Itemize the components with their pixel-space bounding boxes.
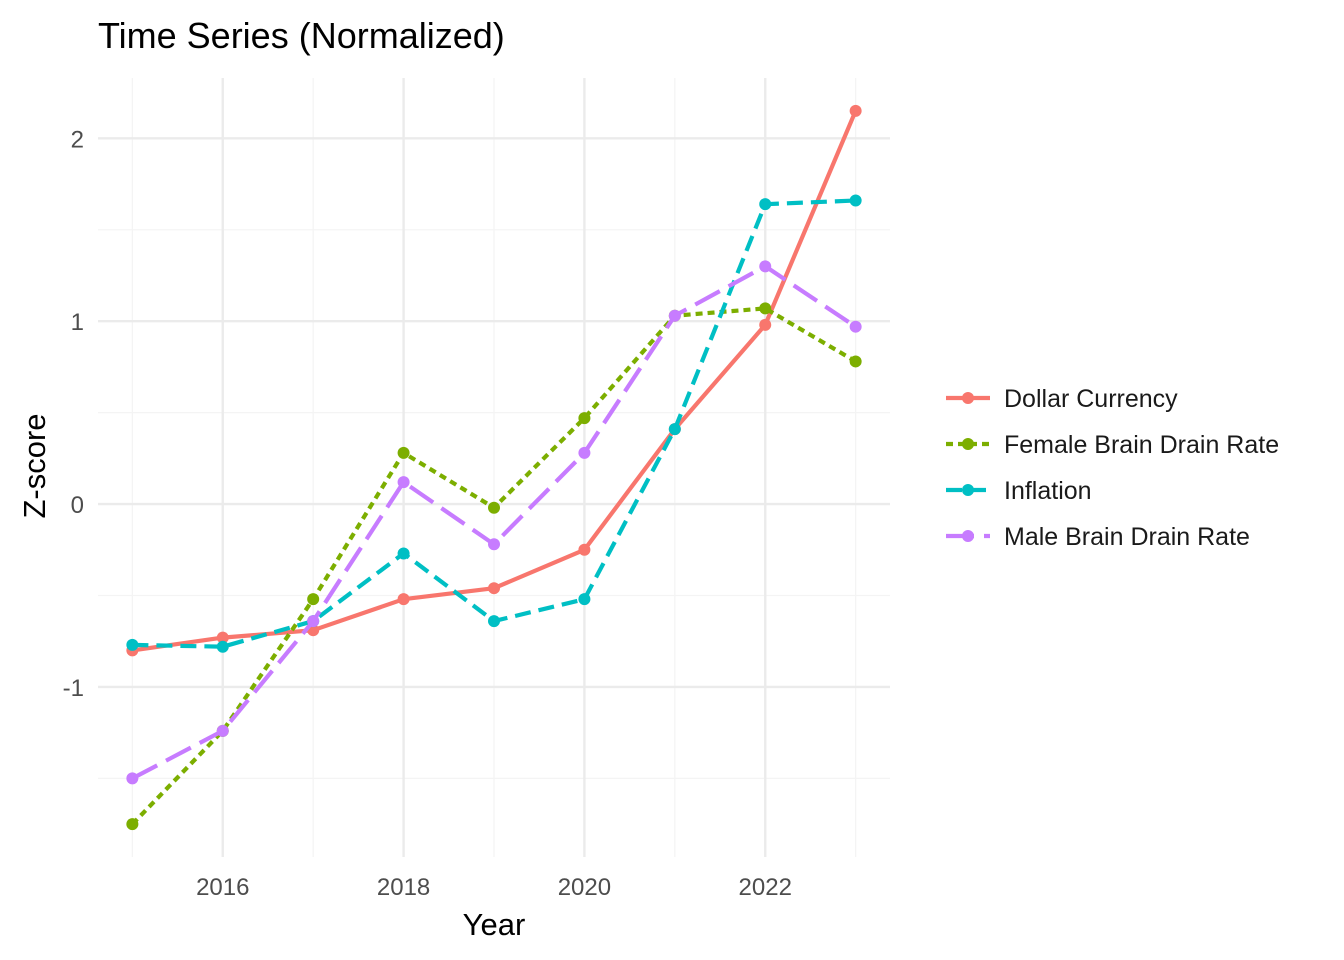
female-brain-drain-rate-point	[849, 355, 862, 368]
female-brain-drain-rate-point	[126, 818, 139, 831]
inflation-point	[397, 547, 410, 560]
dollar-currency-point	[488, 582, 500, 595]
inflation-point	[668, 423, 681, 436]
y-tick-label: -1	[63, 675, 84, 702]
male-brain-drain-rate-point	[307, 615, 320, 628]
x-axis-tick-labels: 2016 2018 2020 2022	[196, 874, 792, 901]
inflation-point	[759, 198, 772, 211]
x-tick-label: 2016	[196, 874, 249, 901]
female-brain-drain-rate-point	[578, 412, 591, 425]
x-tick-label: 2020	[558, 874, 611, 901]
inflation-point	[488, 615, 500, 628]
series-male-brain-drain-rate	[126, 260, 862, 785]
male-brain-drain-rate-point	[126, 772, 139, 785]
dollar-currency-point	[578, 543, 591, 556]
legend-label: Inflation	[1004, 477, 1092, 505]
chart-title: Time Series (Normalized)	[98, 15, 505, 56]
female-brain-drain-rate-point	[488, 501, 500, 514]
minor-gridlines	[98, 78, 890, 857]
dollar-currency-point	[849, 104, 862, 117]
inflation-point	[578, 593, 591, 606]
male-brain-drain-rate-point	[216, 724, 229, 737]
legend-item-male-brain-drain-rate: Male Brain Drain Rate	[946, 523, 1250, 551]
male-brain-drain-rate-point	[849, 320, 862, 333]
legend-key-point	[962, 438, 974, 450]
legend-label: Dollar Currency	[1004, 385, 1178, 413]
inflation-point	[126, 638, 139, 651]
series-layer	[126, 104, 862, 831]
y-tick-label: 1	[71, 309, 84, 336]
y-tick-label: 0	[71, 492, 84, 519]
dollar-currency-point	[216, 631, 229, 644]
legend: Dollar Currency Female Brain Drain Rate In…	[946, 385, 1279, 551]
female-brain-drain-rate-point	[759, 302, 772, 315]
legend-item-female-brain-drain-rate: Female Brain Drain Rate	[946, 431, 1279, 459]
legend-key-point	[962, 484, 974, 496]
y-axis-tick-labels: -1 0 1 2	[63, 126, 84, 702]
female-brain-drain-rate-point	[307, 593, 320, 606]
y-tick-label: 2	[71, 126, 84, 153]
x-axis-title: Year	[463, 907, 526, 942]
inflation-point	[849, 194, 862, 207]
legend-label: Male Brain Drain Rate	[1004, 523, 1250, 551]
legend-key-point	[962, 530, 974, 542]
y-axis-title: Z-score	[17, 413, 52, 518]
male-brain-drain-rate-point	[397, 476, 410, 489]
legend-key-point	[962, 392, 974, 404]
x-tick-label: 2022	[739, 874, 792, 901]
male-brain-drain-rate-point	[759, 260, 772, 273]
female-brain-drain-rate-point	[397, 446, 410, 459]
dollar-currency-point	[759, 318, 772, 331]
male-brain-drain-rate-point	[488, 538, 500, 551]
dollar-currency-point	[397, 593, 410, 606]
x-tick-label: 2018	[377, 874, 430, 901]
male-brain-drain-rate-point	[668, 309, 681, 322]
legend-item-inflation: Inflation	[946, 477, 1092, 505]
inflation-point	[216, 640, 229, 653]
legend-label: Female Brain Drain Rate	[1004, 431, 1279, 459]
male-brain-drain-rate-point	[578, 446, 591, 459]
legend-item-dollar-currency: Dollar Currency	[946, 385, 1178, 413]
series-inflation	[126, 194, 862, 653]
